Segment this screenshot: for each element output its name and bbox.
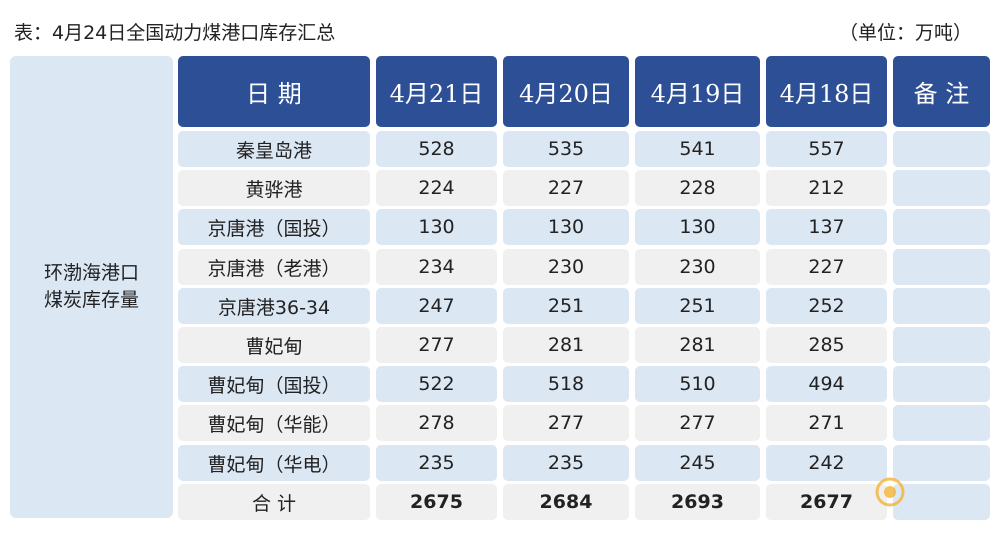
port-name-cell: 曹妃甸（国投） (178, 366, 370, 402)
inventory-value-cell: 278 (376, 405, 497, 441)
inventory-value-cell: 130 (376, 209, 497, 245)
inventory-value-cell: 130 (503, 209, 629, 245)
note-cell (893, 327, 990, 363)
inventory-value-cell: 251 (635, 288, 760, 324)
port-name-cell: 秦皇岛港 (178, 131, 370, 167)
port-name-cell: 曹妃甸（华能） (178, 405, 370, 441)
note-cell (893, 288, 990, 324)
header-cell: 日 期 (178, 56, 370, 127)
inventory-value-cell: 130 (635, 209, 760, 245)
total-label: 合 计 (178, 484, 370, 520)
note-cell (893, 366, 990, 402)
header-cell: 4月18日 (766, 56, 887, 127)
watermark-logo (875, 477, 905, 507)
header-cell: 4月19日 (635, 56, 760, 127)
note-cell (893, 131, 990, 167)
note-cell (893, 170, 990, 206)
inventory-value-cell: 227 (766, 249, 887, 285)
inventory-value-cell: 242 (766, 445, 887, 481)
inventory-value-cell: 528 (376, 131, 497, 167)
inventory-value-cell: 224 (376, 170, 497, 206)
total-value-cell: 2677 (766, 484, 887, 520)
inventory-value-cell: 251 (503, 288, 629, 324)
inventory-value-cell: 212 (766, 170, 887, 206)
inventory-value-cell: 252 (766, 288, 887, 324)
header-cell: 4月20日 (503, 56, 629, 127)
inventory-value-cell: 277 (376, 327, 497, 363)
inventory-value-cell: 227 (503, 170, 629, 206)
inventory-value-cell: 522 (376, 366, 497, 402)
inventory-value-cell: 510 (635, 366, 760, 402)
note-cell (893, 445, 990, 481)
inventory-value-cell: 271 (766, 405, 887, 441)
watermark-sun-icon (875, 477, 905, 507)
inventory-value-cell: 230 (503, 249, 629, 285)
inventory-value-cell: 518 (503, 366, 629, 402)
inventory-value-cell: 541 (635, 131, 760, 167)
inventory-value-cell: 234 (376, 249, 497, 285)
inventory-value-cell: 281 (503, 327, 629, 363)
inventory-value-cell: 137 (766, 209, 887, 245)
note-cell (893, 405, 990, 441)
inventory-value-cell: 228 (635, 170, 760, 206)
port-name-cell: 京唐港（国投） (178, 209, 370, 245)
inventory-value-cell: 245 (635, 445, 760, 481)
header-cell: 备 注 (893, 56, 990, 127)
inventory-value-cell: 494 (766, 366, 887, 402)
inventory-value-cell: 247 (376, 288, 497, 324)
region-label-cell: 环渤海港口 煤炭库存量 (10, 56, 173, 518)
note-cell (893, 209, 990, 245)
inventory-value-cell: 230 (635, 249, 760, 285)
total-value-cell: 2675 (376, 484, 497, 520)
inventory-value-cell: 277 (635, 405, 760, 441)
port-name-cell: 京唐港36-34 (178, 288, 370, 324)
total-value-cell: 2684 (503, 484, 629, 520)
inventory-value-cell: 277 (503, 405, 629, 441)
note-cell (893, 484, 990, 520)
inventory-value-cell: 535 (503, 131, 629, 167)
inventory-value-cell: 285 (766, 327, 887, 363)
port-name-cell: 京唐港（老港） (178, 249, 370, 285)
unit-label: （单位：万吨） (838, 22, 972, 44)
note-cell (893, 249, 990, 285)
port-name-cell: 黄骅港 (178, 170, 370, 206)
inventory-value-cell: 281 (635, 327, 760, 363)
inventory-value-cell: 235 (376, 445, 497, 481)
header-cell: 4月21日 (376, 56, 497, 127)
port-name-cell: 曹妃甸（华电） (178, 445, 370, 481)
region-label: 环渤海港口 煤炭库存量 (43, 262, 139, 311)
total-value-cell: 2693 (635, 484, 760, 520)
inventory-value-cell: 235 (503, 445, 629, 481)
port-name-cell: 曹妃甸 (178, 327, 370, 363)
inventory-value-cell: 557 (766, 131, 887, 167)
table-title: 表：4月24日全国动力煤港口库存汇总 (14, 22, 336, 44)
